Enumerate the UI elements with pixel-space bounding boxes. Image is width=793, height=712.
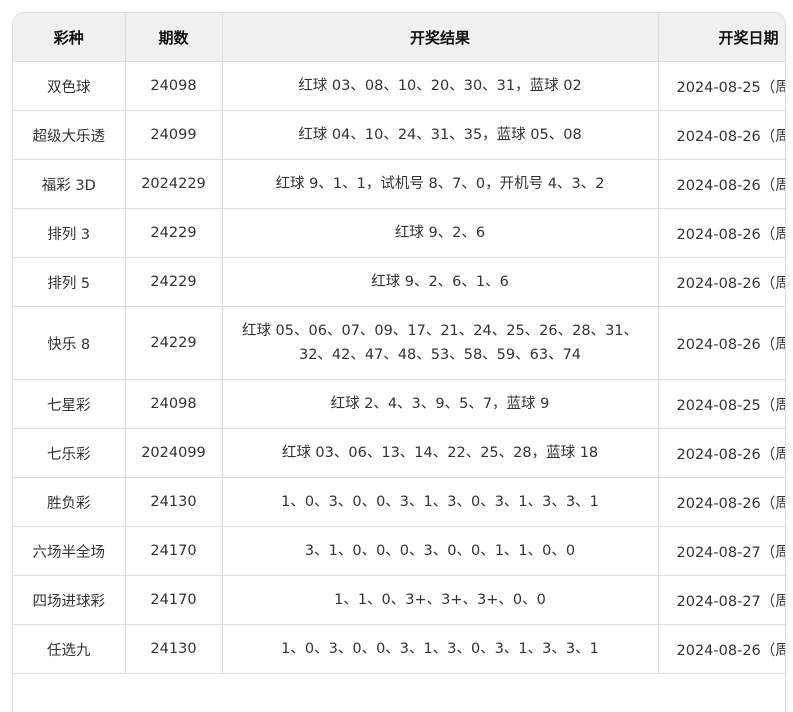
cell-lottery-type: 超级大乐透 — [13, 110, 126, 160]
cell-issue: 24130 — [125, 477, 223, 527]
header-date: 开奖日期 — [658, 13, 785, 62]
cell-result: 红球 03、08、10、20、30、31，蓝球 02 — [222, 61, 659, 111]
cell-date: 2024-08-27（周二） — [658, 575, 785, 625]
cell-date: 2024-08-25（周日） — [658, 61, 785, 111]
cell-lottery-type: 快乐 8 — [13, 306, 126, 380]
table-row: 超级大乐透 24099 红球 04、10、24、31、35，蓝球 05、08 2024… — [13, 110, 785, 160]
cell-result: 红球 04、10、24、31、35，蓝球 05、08 — [222, 110, 659, 160]
cell-lottery-type: 四场进球彩 — [13, 575, 126, 625]
table-row: 快乐 8 24229 红球 05、06、07、09、17、21、24、25、26、2… — [13, 306, 785, 380]
table-row: 七乐彩 2024099 红球 03、06、13、14、22、25、28，蓝球 18 2… — [13, 428, 785, 478]
table-row: 双色球 24098 红球 03、08、10、20、30、31，蓝球 02 2024-0… — [13, 61, 785, 111]
cell-issue: 24098 — [125, 379, 223, 429]
cell-lottery-type: 七乐彩 — [13, 428, 126, 478]
table-row: 胜负彩 24130 1、0、3、0、0、3、1、3、0、3、1、3、3、1 2024-… — [13, 477, 785, 527]
table-header-row: 彩种 期数 开奖结果 开奖日期 — [13, 13, 785, 62]
cell-result: 红球 05、06、07、09、17、21、24、25、26、28、31、32、4… — [222, 306, 659, 380]
header-issue: 期数 — [125, 13, 223, 62]
cell-issue: 2024099 — [125, 428, 223, 478]
cell-date: 2024-08-26（周一） — [658, 306, 785, 380]
cell-result: 红球 2、4、3、9、5、7，蓝球 9 — [222, 379, 659, 429]
cell-date: 2024-08-26（周一） — [658, 477, 785, 527]
lottery-results-table: 彩种 期数 开奖结果 开奖日期 双色球 24098 红球 03、08、10、20、3… — [13, 13, 785, 674]
cell-date: 2024-08-26（周一） — [658, 208, 785, 258]
cell-result: 1、0、3、0、0、3、1、3、0、3、1、3、3、1 — [222, 477, 659, 527]
cell-date: 2024-08-26（周一） — [658, 624, 785, 674]
header-lottery-type: 彩种 — [13, 13, 126, 62]
lottery-results-table-container: 彩种 期数 开奖结果 开奖日期 双色球 24098 红球 03、08、10、20、3… — [12, 12, 786, 712]
cell-date: 2024-08-26（周一） — [658, 428, 785, 478]
cell-lottery-type: 胜负彩 — [13, 477, 126, 527]
cell-date: 2024-08-26（周一） — [658, 159, 785, 209]
cell-date: 2024-08-27（周二） — [658, 526, 785, 576]
cell-issue: 24170 — [125, 575, 223, 625]
cell-date: 2024-08-25（周日） — [658, 379, 785, 429]
cell-lottery-type: 双色球 — [13, 61, 126, 111]
cell-issue: 24098 — [125, 61, 223, 111]
cell-result: 红球 03、06、13、14、22、25、28，蓝球 18 — [222, 428, 659, 478]
cell-issue: 24130 — [125, 624, 223, 674]
cell-date: 2024-08-26（周一） — [658, 257, 785, 307]
cell-result: 红球 9、1、1，试机号 8、7、0，开机号 4、3、2 — [222, 159, 659, 209]
cell-issue: 24229 — [125, 257, 223, 307]
cell-date: 2024-08-26（周一） — [658, 110, 785, 160]
cell-issue: 24099 — [125, 110, 223, 160]
cell-issue: 24229 — [125, 306, 223, 380]
table-row: 四场进球彩241701、1、0、3+、3+、3+、0、02024-08-27（周… — [13, 575, 785, 625]
header-result: 开奖结果 — [222, 13, 659, 62]
cell-lottery-type: 排列 3 — [13, 208, 126, 258]
table-row: 福彩 3D 2024229 红球 9、1、1，试机号 8、7、0，开机号 4、3、2… — [13, 159, 785, 209]
table-row: 六场半全场 24170 3、1、0、0、0、3、0、0、1、1、0、0 2024-08… — [13, 526, 785, 576]
cell-lottery-type: 排列 5 — [13, 257, 126, 307]
cell-result: 1、0、3、0、0、3、1、3、0、3、1、3、3、1 — [222, 624, 659, 674]
cell-issue: 2024229 — [125, 159, 223, 209]
cell-issue: 24229 — [125, 208, 223, 258]
cell-result: 3、1、0、0、0、3、0、0、1、1、0、0 — [222, 526, 659, 576]
cell-lottery-type: 七星彩 — [13, 379, 126, 429]
cell-issue: 24170 — [125, 526, 223, 576]
cell-lottery-type: 六场半全场 — [13, 526, 126, 576]
cell-lottery-type: 福彩 3D — [13, 159, 126, 209]
cell-result: 1、1、0、3+、3+、3+、0、0 — [222, 575, 659, 625]
table-row: 任选九 24130 1、0、3、0、0、3、1、3、0、3、1、3、3、1 2024-… — [13, 624, 785, 674]
cell-result: 红球 9、2、6 — [222, 208, 659, 258]
cell-result: 红球 9、2、6、1、6 — [222, 257, 659, 307]
cell-lottery-type: 任选九 — [13, 624, 126, 674]
